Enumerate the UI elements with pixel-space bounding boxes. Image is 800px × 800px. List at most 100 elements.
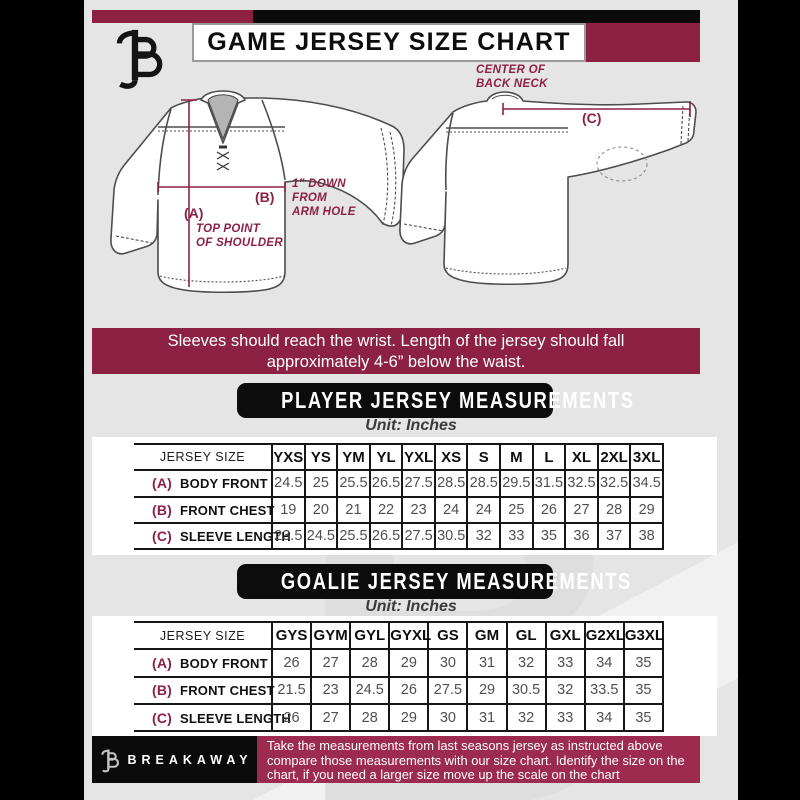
table-cell: 35 (622, 675, 665, 705)
table-cell: 24.5 (303, 521, 338, 551)
size-chart-canvas: B GAME JERSEY SIZE CHART (84, 0, 738, 800)
table-cell: 27.5 (401, 521, 435, 551)
jersey-diagrams (110, 90, 697, 294)
table-cell: 21 (336, 495, 370, 524)
row-label: (C) SLEEVE LENGTH (134, 521, 291, 551)
table-cell: 32.5 (564, 469, 598, 498)
notice-text: Sleeves should reach the wrist. Length o… (167, 332, 625, 371)
table-cell: 26 (270, 702, 312, 733)
table-cell: 31.5 (531, 469, 566, 498)
table-cell: 26.5 (368, 469, 403, 498)
row-name: BODY FRONT (180, 476, 268, 492)
size-column-header: L (531, 442, 566, 472)
measure-line-c (502, 101, 691, 117)
row-key: (C) (152, 709, 173, 726)
size-column-header: GYXL (388, 620, 431, 651)
table-cell: 31 (466, 648, 507, 678)
table-cell: 25 (499, 495, 533, 524)
table-cell: 23.5 (271, 521, 305, 551)
notice-banner: Sleeves should reach the wrist. Length o… (92, 328, 700, 374)
table-cell: 20 (303, 495, 338, 524)
table-cell: 29 (629, 495, 664, 524)
table-cell: 21.5 (270, 675, 312, 705)
footer-instructions-text: Take the measurements from last seasons … (267, 738, 685, 783)
goalie-table: JERSEY SIZE GYS GYM GYL GYXL GS GM GL GXL G2XL G3X… (134, 620, 665, 733)
size-column-header: YS (303, 442, 338, 472)
table-cell: 24 (433, 495, 468, 524)
table-cell: 26 (388, 675, 429, 705)
row-name: BODY FRONT (180, 655, 268, 671)
table-cell: 35 (622, 648, 665, 678)
row-label: (C) SLEEVE LENGTH (134, 702, 291, 733)
label-b: (B) (255, 189, 275, 205)
size-column-header: G3XL (622, 620, 664, 651)
table-cell: 28 (349, 648, 390, 678)
table-cell: 32 (466, 521, 501, 551)
table-cell: 32 (505, 648, 546, 678)
elbow-seam (596, 146, 648, 182)
size-column-header: 3XL (629, 442, 664, 472)
brand-name: BREAKAWAY (127, 752, 253, 767)
goalie-size-table: JERSEY SIZE GYS GYM GYL GYXL GS GM GL GXL G2XL G3X… (134, 620, 665, 733)
table-cell: 26 (531, 495, 566, 524)
row-name: FRONT CHEST (180, 502, 275, 518)
table-cell: 23 (401, 495, 435, 524)
front-jersey-outline (110, 97, 405, 294)
table-cell: 27.5 (401, 469, 435, 498)
table-cell: 29 (388, 702, 429, 733)
breakaway-logo-icon-small (96, 747, 120, 773)
size-column-header: GYL (349, 620, 390, 651)
table-cell: 33 (544, 702, 585, 733)
footer-instructions-box: Take the measurements from last seasons … (257, 736, 700, 783)
table-cell: 36 (564, 521, 598, 551)
row-name: SLEEVE LENGTH (180, 529, 291, 545)
table-cell: 34 (583, 648, 624, 678)
table-cell: 33.5 (583, 675, 624, 705)
size-column-header: GS (427, 620, 468, 651)
table-cell: 30.5 (433, 521, 468, 551)
table-cell: 25 (303, 469, 338, 498)
label-c-desc: CENTER OF BACK NECK (476, 64, 548, 90)
table-cell: 30 (427, 648, 468, 678)
table-cell: 29 (466, 675, 507, 705)
table-cell: 34 (583, 702, 624, 733)
size-column-header: XL (564, 442, 598, 472)
size-column-header: 2XL (596, 442, 631, 472)
row-label: (B) FRONT CHEST (134, 675, 275, 705)
top-accent-bar-black (253, 10, 700, 23)
table-cell: 25.5 (336, 469, 370, 498)
jersey-size-header: JERSEY SIZE (134, 442, 272, 472)
front-neck-inner (207, 94, 239, 140)
row-key: (B) (152, 682, 173, 699)
size-column-header: XS (433, 442, 468, 472)
measure-line-a (181, 99, 197, 287)
table-cell: 22 (368, 495, 403, 524)
jersey-size-header: JERSEY SIZE (134, 620, 272, 651)
footer-brand-box: BREAKAWAY (92, 736, 257, 783)
table-cell: 27 (310, 648, 351, 678)
table-cell: 35 (531, 521, 566, 551)
size-column-header: GYS (270, 620, 312, 651)
table-cell: 33 (544, 648, 585, 678)
table-cell: 38 (629, 521, 664, 551)
size-column-header: GXL (544, 620, 585, 651)
table-cell: 28.5 (466, 469, 501, 498)
table-cell: 30.5 (505, 675, 546, 705)
collar-laces (216, 145, 230, 171)
table-row: (B) FRONT CHEST 21.5 23 24.5 26 27.5 29 30.5 32 33… (134, 675, 665, 705)
size-column-header: GM (466, 620, 507, 651)
row-name: FRONT CHEST (180, 683, 275, 699)
table-cell: 19 (271, 495, 305, 524)
size-column-header: YL (368, 442, 403, 472)
row-key: (A) (152, 475, 173, 492)
row-label: (A) BODY FRONT (134, 469, 272, 498)
breakaway-logo-icon (102, 25, 166, 89)
player-section-title: PLAYER JERSEY MEASUREMENTS (237, 383, 633, 418)
size-column-header: GYM (310, 620, 351, 651)
table-cell: 32 (505, 702, 546, 733)
label-a-desc: TOP POINT OF SHOULDER (196, 223, 283, 249)
table-cell: 26 (270, 648, 312, 678)
size-column-header: YXL (401, 442, 435, 472)
table-row: (A) BODY FRONT 24.5 25 25.5 26.5 27.5 28.5 28.5 2… (134, 469, 664, 498)
table-cell: 33 (499, 521, 533, 551)
